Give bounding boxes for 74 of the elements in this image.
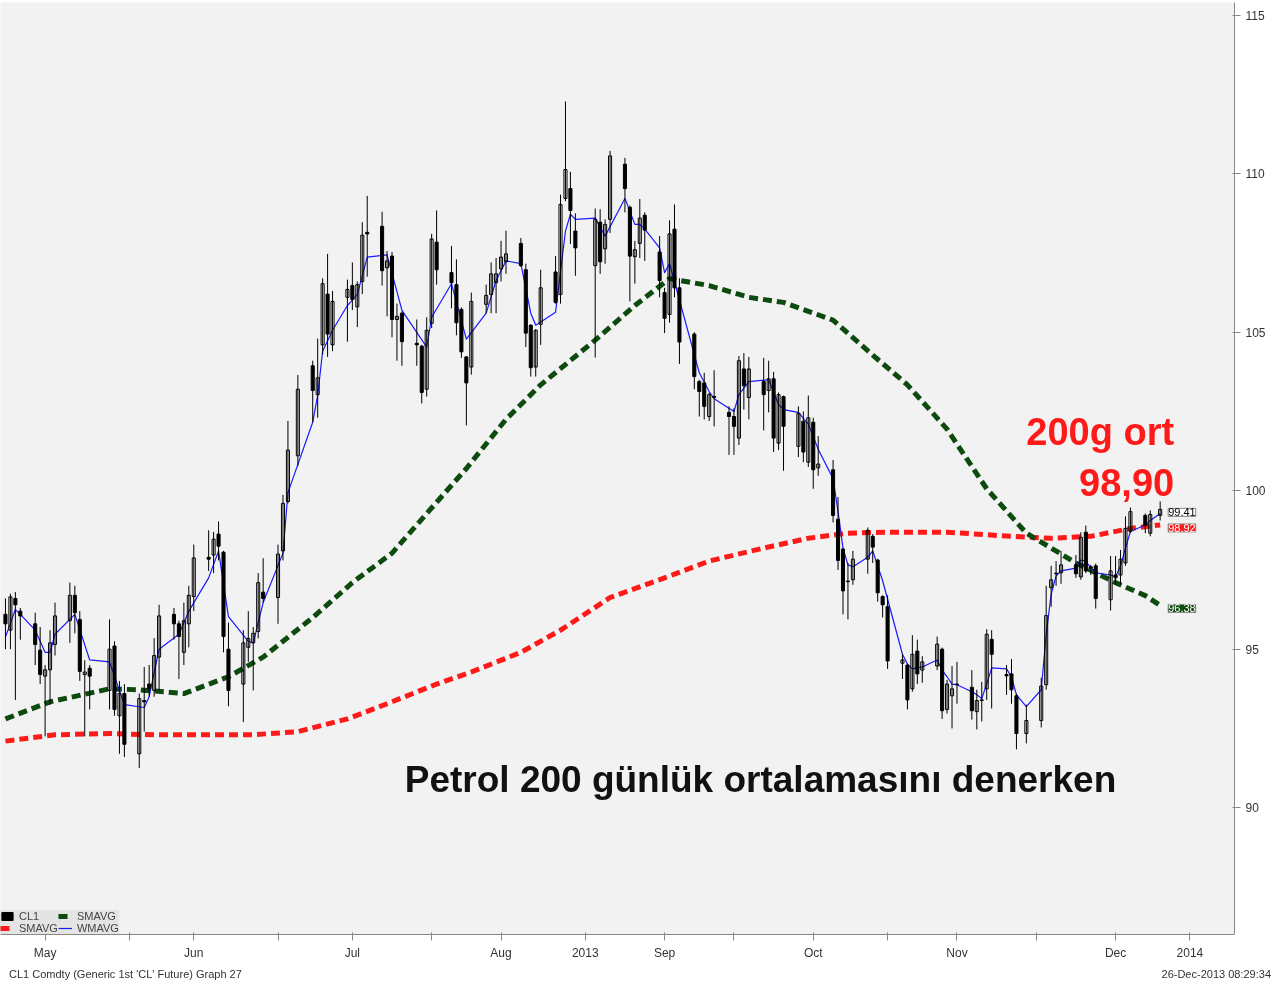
candlestick <box>424 316 429 398</box>
legend-label: CL1 <box>19 910 40 922</box>
y-tick-label: 100 <box>1245 484 1266 499</box>
x-tick-label: 2013 <box>571 945 599 960</box>
candlestick <box>275 544 281 625</box>
candlestick <box>315 338 320 419</box>
candlestick <box>241 629 246 723</box>
legend-label: WMAVG <box>76 922 119 934</box>
candlestick <box>499 240 504 282</box>
candlestick <box>726 405 732 456</box>
legend-label: SMAVG <box>19 922 58 934</box>
candlestick <box>1049 565 1054 608</box>
candlestick <box>285 420 290 504</box>
candlestick <box>1024 704 1029 744</box>
legend-label: SMAVG <box>76 910 116 922</box>
y-tick-label: 90 <box>1245 801 1260 816</box>
candlestick <box>1054 560 1059 587</box>
candlestick <box>72 585 77 634</box>
candlestick <box>414 319 419 367</box>
candlestick <box>360 221 365 295</box>
x-tick-label: Sep <box>653 945 676 960</box>
candlestick <box>954 661 960 705</box>
y-tick-label: 110 <box>1245 167 1265 182</box>
x-tick-label: Nov <box>946 945 968 960</box>
x-tick-label: Aug <box>490 945 512 960</box>
candlestick <box>1044 585 1049 691</box>
candlestick <box>850 550 855 586</box>
y-tick-label: 115 <box>1245 8 1265 23</box>
candlestick <box>365 195 370 278</box>
data-label: 96.38 <box>1168 602 1196 615</box>
candlestick <box>295 374 300 467</box>
x-tick-label: Jun <box>184 945 204 960</box>
y-tick-label: 105 <box>1245 325 1266 340</box>
text: 99.41 <box>1168 506 1196 519</box>
candlestick <box>900 653 905 680</box>
candlestick <box>979 681 984 722</box>
candlestick <box>33 612 38 666</box>
x-tick-label: May <box>33 945 57 960</box>
candlestick <box>538 269 543 346</box>
candlestick <box>484 284 489 314</box>
candlestick <box>206 529 211 572</box>
candlestick <box>642 211 647 262</box>
candlestick <box>87 664 92 710</box>
text: CL1 Comdty (Generic 1st 'CL' Future) Graph 27 <box>9 967 242 982</box>
annotation: 200g ort 98,90 <box>1026 411 1175 504</box>
text: Petrol 200 günlük ortalamasını denerken <box>404 758 1117 800</box>
candlestick <box>18 607 23 641</box>
text: 26-Dec-2013 08:29:34 <box>1161 967 1271 982</box>
candlestick <box>746 356 751 420</box>
candlestick <box>697 379 702 418</box>
candlestick <box>989 629 994 709</box>
candlestick <box>256 572 261 639</box>
candlestick <box>489 261 494 314</box>
candlestick <box>280 494 286 561</box>
candlestick <box>593 208 598 359</box>
candlestick <box>949 665 955 729</box>
candlestick <box>449 245 454 309</box>
data-label: 98.92 <box>1168 521 1196 534</box>
candlestick <box>1039 677 1044 728</box>
candlestick <box>1143 513 1148 534</box>
candlestick <box>137 693 142 769</box>
candlestick <box>880 594 885 618</box>
candlestick <box>573 212 578 277</box>
candlestick <box>870 533 875 564</box>
y-tick-label: 95 <box>1245 642 1260 657</box>
x-tick-label: Dec <box>1104 945 1127 960</box>
candlestick <box>1158 500 1163 521</box>
x-tick-label: Oct <box>803 945 824 960</box>
candlestick <box>608 150 613 234</box>
candlestick <box>518 237 523 268</box>
candlestick <box>533 328 538 378</box>
candlestick <box>503 230 509 275</box>
x-tick-label: Jul <box>344 945 361 960</box>
x-tick-label: 2014 <box>1176 945 1204 960</box>
